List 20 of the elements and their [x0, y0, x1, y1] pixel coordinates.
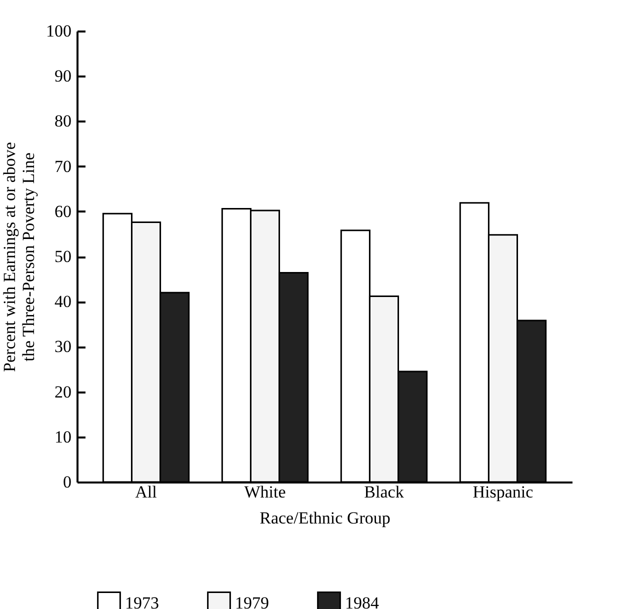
x-tick-label: Black [364, 482, 404, 502]
y-tick-label: 50 [54, 247, 72, 266]
legend-label: 1979 [235, 593, 269, 609]
y-tick-label: 70 [54, 156, 72, 176]
y-tick-label: 60 [54, 202, 72, 221]
x-tick-label: White [244, 482, 286, 502]
y-tick-label: 80 [54, 112, 72, 131]
y-tick-label: 40 [54, 292, 72, 312]
x-tick-label: All [135, 482, 158, 502]
y-tick-label: 30 [54, 337, 72, 356]
y-axis-title: Percent with Earnings at or above the Three-Person Poverty Line [0, 142, 38, 372]
legend-label: 1984 [345, 593, 380, 609]
legend-label: 1973 [125, 593, 159, 609]
y-tick-label: 20 [54, 382, 72, 402]
y-tick-label: 90 [54, 66, 72, 86]
x-axis-title: Race/Ethnic Group [260, 508, 390, 528]
y-tick-label: 0 [63, 472, 72, 492]
y-tick-label: 100 [46, 22, 72, 40]
y-tick-label: 10 [54, 427, 72, 446]
x-tick-label: Hispanic [472, 482, 534, 502]
